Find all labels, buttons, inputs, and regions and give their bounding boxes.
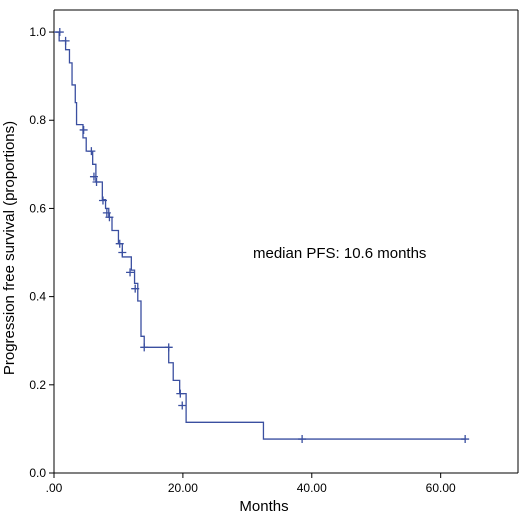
censor-mark [126,268,135,277]
censor-mark [115,239,124,248]
y-axis-ticks: 0.0 0.2 0.4 0.6 0.8 1.0 [29,25,54,480]
y-axis-title: Progression free survival (proportions) [1,121,18,375]
median-annotation: median PFS: 10.6 months [253,245,426,262]
y-tick-label: 0.2 [29,378,46,392]
censor-marks [55,28,470,444]
censor-mark [164,343,173,352]
y-tick-label: 1.0 [29,25,46,39]
censor-mark [87,147,96,156]
x-axis-title: Months [239,498,288,515]
censor-mark [105,213,114,222]
y-tick-label: 0.0 [29,466,46,480]
censor-mark [131,284,140,293]
x-tick-label: 40.00 [297,481,327,495]
y-tick-label: 0.6 [29,201,46,215]
survival-step-line [54,31,466,440]
censor-mark [461,435,470,444]
censor-mark [61,36,70,45]
x-tick-label: 60.00 [426,481,456,495]
censor-mark [92,177,101,186]
survival-curve [54,31,466,440]
censor-mark [176,389,185,398]
x-tick-label: 20.00 [168,481,198,495]
x-axis-ticks: .00 20.00 40.00 60.00 [46,473,456,495]
censor-mark [298,435,307,444]
censor-mark [98,196,107,205]
censor-mark [79,125,88,134]
censor-mark [118,248,127,257]
censor-mark [102,208,111,217]
y-tick-label: 0.8 [29,113,46,127]
censor-mark [140,343,149,352]
censor-mark [178,401,187,410]
x-tick-label: .00 [46,481,63,495]
y-tick-label: 0.4 [29,290,46,304]
plot-frame [53,9,519,474]
censor-mark [89,172,98,181]
censor-mark [55,28,64,37]
